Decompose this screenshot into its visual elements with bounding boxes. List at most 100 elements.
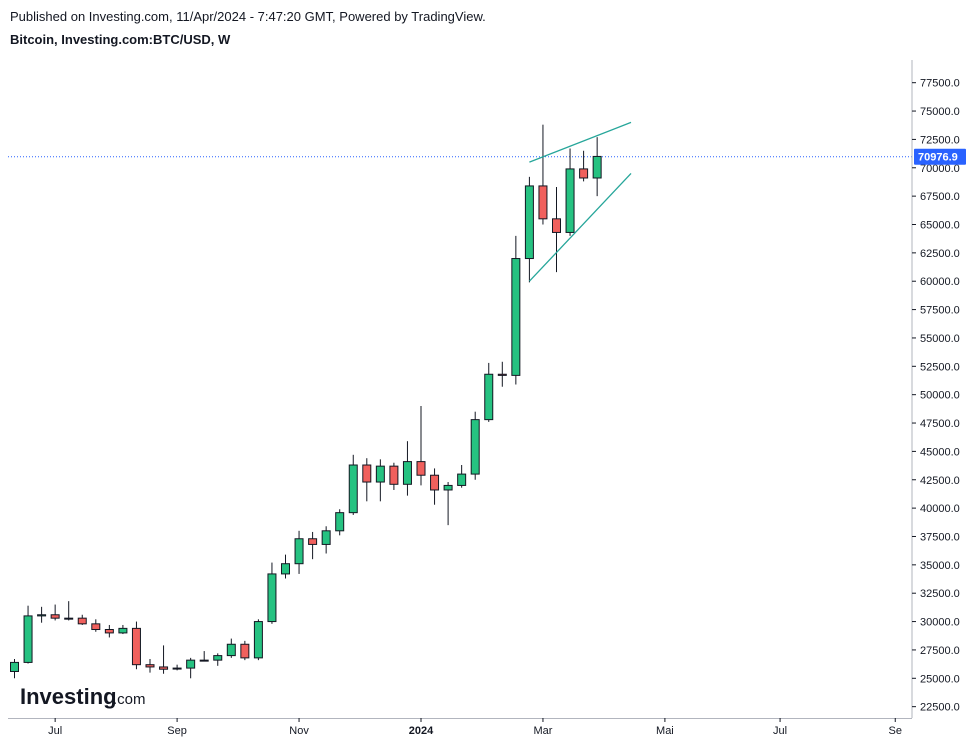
candle <box>226 638 236 658</box>
logo-main: Investing <box>20 684 117 709</box>
candle <box>511 235 521 385</box>
candle <box>552 187 561 273</box>
candle <box>267 562 277 624</box>
candle <box>524 176 534 283</box>
price-tick-label: 35000.0 <box>920 560 960 572</box>
candle <box>50 604 60 621</box>
candle-body <box>131 627 141 666</box>
candle-body <box>172 667 182 670</box>
candle <box>253 619 263 661</box>
candle-body <box>91 623 101 631</box>
candle <box>443 482 453 526</box>
time-tick-label: Jul <box>48 725 62 737</box>
candle-body <box>64 617 74 620</box>
candle-body <box>416 461 426 476</box>
candle <box>430 468 440 505</box>
price-tick-label: 22500.0 <box>920 702 960 714</box>
plot-area <box>8 121 912 679</box>
price-tick-label: 40000.0 <box>920 503 960 515</box>
price-tick-label: 42500.0 <box>920 475 960 487</box>
investing-logo: Investing .com <box>20 684 146 709</box>
candle-body <box>430 474 440 491</box>
candle-body <box>565 168 575 233</box>
price-tick-label: 60000.0 <box>920 276 960 288</box>
candle-body <box>497 373 507 376</box>
candle-body <box>267 573 277 623</box>
candle-body <box>118 627 128 634</box>
candle-body <box>524 185 534 260</box>
candle <box>592 137 602 197</box>
candle <box>159 645 169 674</box>
candle <box>375 459 385 502</box>
candle-body <box>362 464 372 483</box>
price-tick-label: 72500.0 <box>920 134 960 146</box>
candle <box>457 465 467 488</box>
candle-body <box>50 614 60 619</box>
price-tick-label: 27500.0 <box>920 645 960 657</box>
candle-body <box>335 512 345 532</box>
candle <box>497 361 507 387</box>
candle <box>91 619 101 632</box>
price-tick-label: 47500.0 <box>920 418 960 430</box>
candle-body <box>470 419 480 475</box>
price-tick-label: 45000.0 <box>920 446 960 458</box>
price-tick-label: 70000.0 <box>920 163 960 175</box>
candle <box>199 651 209 662</box>
price-tick-label: 25000.0 <box>920 673 960 685</box>
candle <box>402 441 412 496</box>
candle-body <box>104 629 114 634</box>
candle <box>362 458 372 502</box>
logo-suffix: .com <box>113 691 146 708</box>
candle-body <box>552 218 561 233</box>
candle <box>348 454 358 515</box>
price-tick-label: 37500.0 <box>920 531 960 543</box>
candle <box>23 605 33 664</box>
candle <box>281 554 290 579</box>
last-price-label: 70976.9 <box>918 152 958 164</box>
candle-body <box>308 538 318 545</box>
candle <box>565 148 575 236</box>
time-tick-label: Nov <box>289 725 309 737</box>
time-axis: Jul Sep Nov 2024 Mar Mai Jul Se <box>8 718 912 737</box>
candle-body <box>538 185 548 220</box>
last-price-badge: 70976.9 <box>914 148 966 165</box>
candle-body <box>226 643 236 657</box>
candle-body <box>579 168 589 179</box>
price-tick-label: 32500.0 <box>920 588 960 600</box>
candle-body <box>294 538 304 565</box>
candle <box>470 411 480 480</box>
price-tick-label: 50000.0 <box>920 390 960 402</box>
time-tick-label: 2024 <box>409 725 434 737</box>
candle-body <box>375 465 385 483</box>
published-note: Published on Investing.com, 11/Apr/2024 … <box>10 9 486 24</box>
candle-body <box>213 655 223 661</box>
candle-body <box>77 617 87 625</box>
price-tick-label: 75000.0 <box>920 106 960 118</box>
candle-body <box>281 563 290 575</box>
wedge-trendline <box>528 173 632 282</box>
candle <box>335 509 345 536</box>
time-tick-label: Se <box>889 725 902 737</box>
candle <box>213 653 223 666</box>
candle-body <box>402 461 412 485</box>
candle <box>104 624 114 638</box>
candle <box>131 621 141 670</box>
time-tick-label: Jul <box>773 725 787 737</box>
candle <box>538 124 548 225</box>
candle <box>145 659 155 673</box>
candle-body <box>186 659 196 669</box>
candle <box>416 406 426 486</box>
price-tick-label: 52500.0 <box>920 361 960 373</box>
candle-body <box>484 373 494 421</box>
candle-body <box>348 464 358 514</box>
price-tick-label: 55000.0 <box>920 333 960 345</box>
wedge-trendline <box>529 121 632 163</box>
candle <box>308 531 318 560</box>
candle-body <box>240 643 250 659</box>
candle-body <box>253 621 263 659</box>
candle-body <box>10 661 19 672</box>
candle <box>10 659 19 679</box>
candle <box>294 530 304 574</box>
time-tick-label: Mai <box>656 725 674 737</box>
